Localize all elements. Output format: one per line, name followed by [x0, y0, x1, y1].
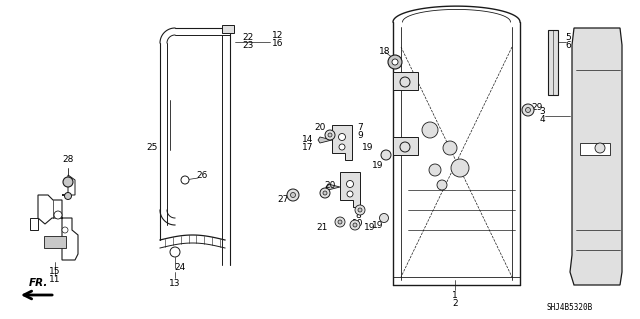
Circle shape — [437, 180, 447, 190]
Circle shape — [595, 143, 605, 153]
Bar — [44, 236, 66, 248]
Text: 4: 4 — [539, 115, 545, 124]
Text: 28: 28 — [62, 155, 74, 165]
Bar — [580, 143, 610, 155]
Text: 7: 7 — [357, 123, 363, 132]
Circle shape — [54, 211, 62, 219]
Text: 6: 6 — [565, 41, 571, 50]
Text: 23: 23 — [243, 41, 253, 50]
Circle shape — [338, 220, 342, 224]
Polygon shape — [570, 28, 622, 285]
Circle shape — [287, 189, 299, 201]
Circle shape — [347, 191, 353, 197]
Circle shape — [325, 130, 335, 140]
Circle shape — [451, 159, 469, 177]
Polygon shape — [62, 175, 75, 195]
Circle shape — [400, 142, 410, 152]
Text: 10: 10 — [352, 219, 364, 227]
Text: 8: 8 — [355, 211, 361, 219]
Text: SHJ4B5320B: SHJ4B5320B — [547, 303, 593, 313]
Circle shape — [328, 133, 332, 137]
Text: 26: 26 — [196, 170, 208, 180]
Circle shape — [323, 191, 327, 195]
Text: 19: 19 — [372, 160, 384, 169]
Text: 21: 21 — [316, 222, 328, 232]
Circle shape — [358, 208, 362, 212]
Circle shape — [400, 77, 410, 87]
Text: FR.: FR. — [28, 278, 48, 288]
Circle shape — [522, 104, 534, 116]
Circle shape — [346, 181, 353, 188]
Text: 27: 27 — [277, 196, 289, 204]
Circle shape — [181, 176, 189, 184]
Circle shape — [65, 192, 72, 199]
Text: 19: 19 — [362, 144, 374, 152]
Bar — [393, 72, 418, 90]
Circle shape — [350, 220, 360, 230]
Text: 5: 5 — [565, 33, 571, 42]
Polygon shape — [332, 125, 352, 160]
Text: 12: 12 — [272, 32, 284, 41]
Text: 18: 18 — [380, 48, 391, 56]
Polygon shape — [318, 137, 332, 143]
Circle shape — [335, 217, 345, 227]
Text: 15: 15 — [49, 268, 61, 277]
Text: 3: 3 — [539, 108, 545, 116]
Circle shape — [392, 59, 398, 65]
Text: 24: 24 — [174, 263, 186, 272]
Text: 1: 1 — [452, 291, 458, 300]
Circle shape — [355, 205, 365, 215]
Bar — [222, 25, 234, 33]
Circle shape — [380, 213, 388, 222]
Text: 20: 20 — [314, 123, 326, 132]
Polygon shape — [548, 30, 558, 95]
Circle shape — [525, 108, 531, 113]
Circle shape — [339, 133, 346, 140]
Circle shape — [422, 122, 438, 138]
Text: 16: 16 — [272, 40, 284, 48]
Polygon shape — [38, 195, 78, 260]
Polygon shape — [340, 172, 360, 207]
Text: 19: 19 — [372, 220, 384, 229]
Text: 20: 20 — [324, 181, 336, 189]
Text: 19: 19 — [364, 222, 376, 232]
Text: 9: 9 — [357, 131, 363, 140]
Circle shape — [443, 141, 457, 155]
Text: 13: 13 — [169, 278, 180, 287]
Text: 14: 14 — [302, 136, 314, 145]
Circle shape — [291, 192, 296, 197]
Polygon shape — [30, 218, 38, 230]
Text: 11: 11 — [49, 276, 61, 285]
Circle shape — [339, 144, 345, 150]
Bar — [393, 137, 418, 155]
Circle shape — [320, 188, 330, 198]
Polygon shape — [326, 184, 340, 190]
Text: 2: 2 — [452, 299, 458, 308]
Circle shape — [63, 177, 73, 187]
Circle shape — [62, 227, 68, 233]
Circle shape — [388, 55, 402, 69]
Text: 17: 17 — [302, 144, 314, 152]
Text: 25: 25 — [147, 144, 157, 152]
Text: 29: 29 — [531, 103, 543, 113]
Circle shape — [381, 150, 391, 160]
Text: 22: 22 — [243, 33, 253, 42]
Circle shape — [353, 223, 357, 227]
Circle shape — [170, 247, 180, 257]
Circle shape — [429, 164, 441, 176]
